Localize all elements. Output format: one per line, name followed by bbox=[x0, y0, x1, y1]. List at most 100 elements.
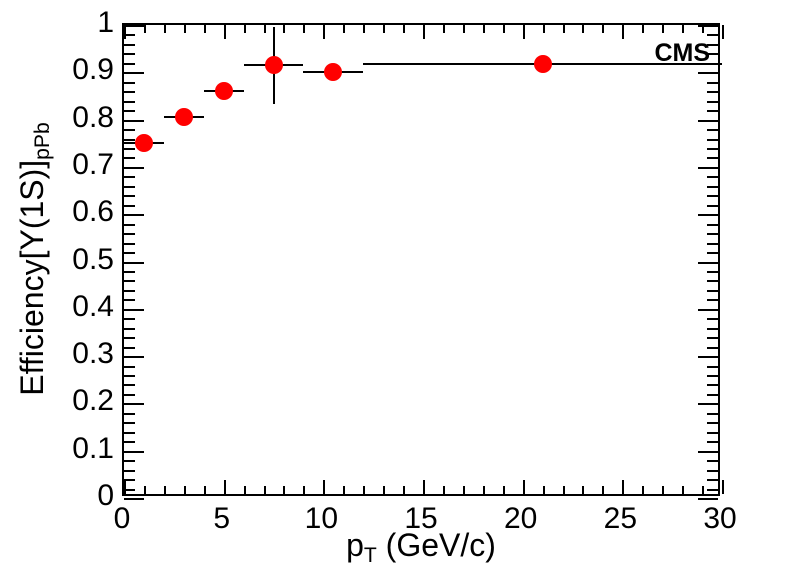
data-point-marker[interactable] bbox=[134, 134, 153, 153]
x-minor-tick bbox=[682, 486, 685, 494]
y-minor-tick-right bbox=[707, 441, 718, 444]
y-minor-tick bbox=[124, 223, 135, 226]
data-point-marker[interactable] bbox=[174, 108, 193, 127]
x-tick-label: 5 bbox=[213, 502, 230, 535]
y-minor-tick bbox=[124, 393, 135, 396]
x-minor-tick-top bbox=[343, 25, 346, 33]
y-major-tick-right bbox=[698, 308, 718, 311]
y-major-tick-right bbox=[698, 214, 718, 217]
x-tick-label: 0 bbox=[113, 502, 131, 535]
plot-frame: CMS bbox=[122, 23, 724, 500]
y-minor-tick-right bbox=[707, 176, 718, 179]
x-major-tick-top bbox=[124, 25, 126, 39]
y-major-tick bbox=[124, 450, 144, 453]
y-minor-tick bbox=[124, 110, 135, 113]
y-tick-label: 0.1 bbox=[72, 431, 114, 465]
data-point-marker[interactable] bbox=[324, 63, 343, 82]
x-minor-tick bbox=[143, 486, 146, 494]
x-minor-tick bbox=[582, 486, 585, 494]
x-minor-tick-top bbox=[602, 25, 605, 33]
y-major-tick bbox=[124, 498, 144, 500]
x-axis-title-main: p bbox=[346, 527, 364, 563]
x-minor-tick bbox=[303, 486, 306, 494]
x-major-tick-top bbox=[722, 25, 724, 39]
x-minor-tick bbox=[263, 486, 266, 494]
x-minor-tick-top bbox=[682, 25, 685, 33]
x-minor-tick bbox=[163, 486, 166, 494]
y-minor-tick bbox=[124, 100, 135, 103]
y-minor-tick bbox=[124, 365, 135, 368]
y-major-tick-right bbox=[698, 72, 718, 75]
y-tick-label: 0.5 bbox=[72, 242, 114, 276]
y-minor-tick-right bbox=[707, 242, 718, 245]
x-axis-title-subscript: T bbox=[363, 543, 377, 567]
y-tick-label: 0.8 bbox=[72, 100, 114, 134]
y-minor-tick-right bbox=[707, 327, 718, 330]
data-point-marker[interactable] bbox=[533, 54, 552, 73]
y-minor-tick-right bbox=[707, 53, 718, 56]
y-axis-title-subscript: pPb bbox=[30, 122, 54, 160]
x-major-tick-top bbox=[522, 25, 525, 39]
y-major-tick bbox=[124, 25, 144, 27]
x-minor-tick bbox=[442, 486, 445, 494]
y-minor-tick bbox=[124, 270, 135, 273]
y-minor-tick-right bbox=[707, 204, 718, 207]
y-major-tick-right bbox=[698, 25, 718, 27]
y-minor-tick-right bbox=[707, 43, 718, 46]
y-minor-tick bbox=[124, 422, 135, 425]
y-major-tick-right bbox=[698, 403, 718, 406]
x-major-tick bbox=[323, 480, 326, 494]
plot-area bbox=[124, 25, 724, 500]
y-major-tick bbox=[124, 261, 144, 264]
y-minor-tick bbox=[124, 157, 135, 160]
x-minor-tick bbox=[502, 486, 505, 494]
y-tick-label: 1 bbox=[97, 6, 114, 39]
y-major-tick bbox=[124, 403, 144, 406]
x-minor-tick-top bbox=[542, 25, 545, 33]
x-minor-tick-top bbox=[562, 25, 565, 33]
y-minor-tick-right bbox=[707, 270, 718, 273]
y-minor-tick bbox=[124, 412, 135, 415]
y-minor-tick-right bbox=[707, 346, 718, 349]
x-tick-label: 20 bbox=[503, 502, 538, 535]
y-major-tick-right bbox=[698, 119, 718, 122]
data-point-marker[interactable] bbox=[214, 82, 233, 101]
y-minor-tick bbox=[124, 252, 135, 255]
y-minor-tick bbox=[124, 460, 135, 463]
y-minor-tick bbox=[124, 53, 135, 56]
x-minor-tick bbox=[562, 486, 565, 494]
y-minor-tick-right bbox=[707, 195, 718, 198]
y-minor-tick-right bbox=[707, 375, 718, 378]
y-axis-title: Efficiency[Υ(1S)]pPb bbox=[14, 122, 55, 396]
x-minor-tick-top bbox=[442, 25, 445, 33]
y-minor-tick-right bbox=[707, 91, 718, 94]
x-minor-tick-top bbox=[462, 25, 465, 33]
x-minor-tick bbox=[343, 486, 346, 494]
y-major-tick bbox=[124, 72, 144, 75]
y-minor-tick-right bbox=[707, 431, 718, 434]
y-minor-tick-right bbox=[707, 289, 718, 292]
y-axis-title-main: Efficiency[Υ(1S)] bbox=[14, 159, 50, 396]
y-tick-label: 0.9 bbox=[72, 53, 114, 87]
y-minor-tick bbox=[124, 195, 135, 198]
y-minor-tick-right bbox=[707, 34, 718, 37]
y-minor-tick-right bbox=[707, 129, 718, 132]
y-minor-tick-right bbox=[707, 233, 718, 236]
x-minor-tick-top bbox=[403, 25, 406, 33]
x-major-tick bbox=[522, 480, 525, 494]
data-point-marker[interactable] bbox=[264, 56, 283, 75]
x-minor-tick bbox=[482, 486, 485, 494]
y-minor-tick bbox=[124, 129, 135, 132]
y-minor-tick bbox=[124, 384, 135, 387]
x-minor-tick-top bbox=[183, 25, 186, 33]
y-major-tick bbox=[124, 308, 144, 311]
x-tick-label: 30 bbox=[703, 502, 737, 535]
y-major-tick bbox=[124, 166, 144, 169]
cms-annotation-label: CMS bbox=[654, 39, 710, 67]
y-tick-label: 0.4 bbox=[72, 289, 114, 323]
y-minor-tick bbox=[124, 488, 135, 491]
x-axis-title-units: (GeV/c) bbox=[376, 527, 496, 563]
x-minor-tick-top bbox=[203, 25, 206, 33]
y-tick-label: 0.7 bbox=[72, 147, 114, 181]
